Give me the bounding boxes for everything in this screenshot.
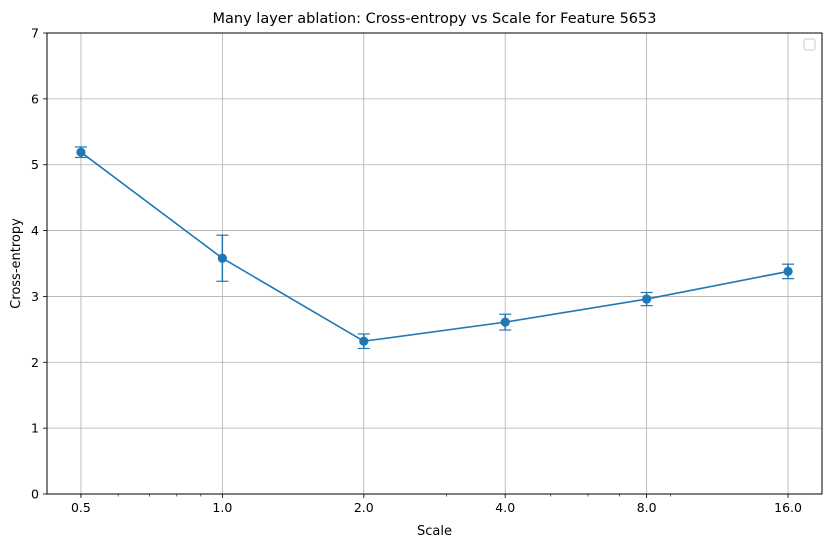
x-tick-label: 16.0 [774, 500, 802, 515]
data-point [76, 147, 86, 157]
y-tick-label: 6 [31, 91, 39, 106]
legend-box [803, 38, 816, 51]
x-tick-label: 1.0 [212, 500, 232, 515]
chart-title: Many layer ablation: Cross-entropy vs Sc… [213, 11, 657, 27]
x-tick-label: 2.0 [354, 500, 374, 515]
x-tick-label: 8.0 [637, 500, 657, 515]
data-point [500, 317, 510, 327]
x-tick-label: 0.5 [71, 500, 91, 515]
x-axis-title: Scale [417, 524, 452, 539]
grid-layer [47, 32, 822, 495]
data-point [783, 266, 793, 277]
y-tick-label: 4 [31, 223, 39, 238]
tick-layer: 0 1 2 3 4 5 6 7 0.5 1.0 2.0 4.0 8.0 16.0 [31, 26, 802, 516]
data-point [359, 336, 369, 346]
data-point [217, 253, 227, 263]
y-tick-label: 5 [31, 157, 39, 172]
y-tick-label: 7 [31, 26, 39, 41]
series-layer [74, 146, 795, 350]
y-tick-label: 3 [31, 289, 39, 304]
y-tick-label: 1 [31, 421, 39, 436]
data-point [642, 294, 652, 304]
y-axis-title: Cross-entropy [9, 218, 24, 309]
x-tick-label: 4.0 [495, 500, 515, 515]
series-line [80, 151, 789, 343]
plot-frame [46, 32, 823, 495]
y-tick-label: 0 [31, 487, 39, 502]
y-tick-label: 2 [31, 355, 39, 370]
